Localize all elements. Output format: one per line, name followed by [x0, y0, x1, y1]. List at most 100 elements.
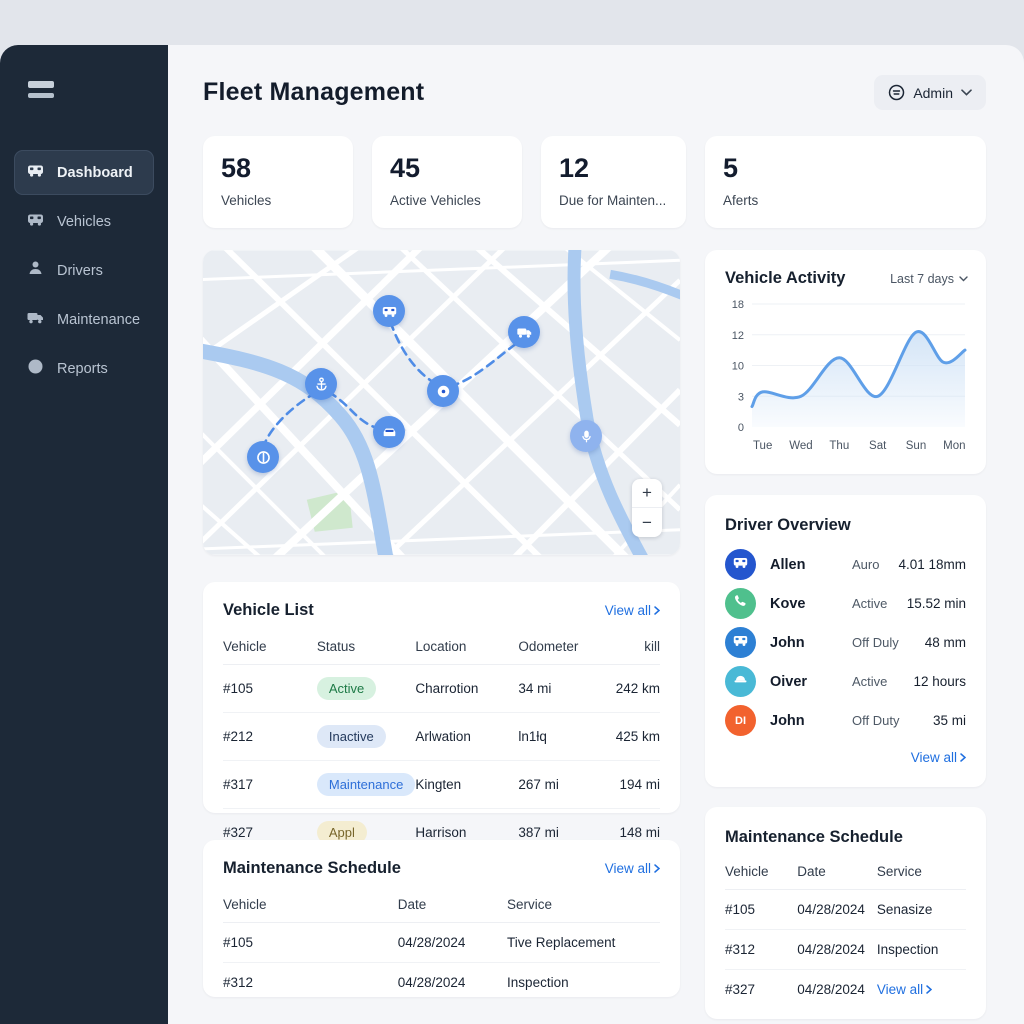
main-content: Fleet Management Admin 58 Vehicles 45 Activ… — [168, 45, 1024, 1024]
admin-menu-button[interactable]: Admin — [874, 75, 986, 110]
page-title: Fleet Management — [203, 78, 425, 106]
sidebar: Dashboard Vehicles Drivers Maintenance Repor… — [0, 45, 168, 1024]
vehicle-activity-panel: Vehicle Activity Last 7 days 0 3 10 12 18 Tue… — [705, 250, 986, 474]
column-header: Vehicle — [223, 633, 317, 665]
table-row[interactable]: #105 04/28/2024 Senasize — [725, 889, 966, 930]
table-row[interactable]: #317 Maintenance Kingten 267 mi 194 mi — [223, 760, 660, 809]
driver-row[interactable]: John Off Duly 48 mm — [725, 623, 966, 662]
kill-cell: 148 mi — [619, 825, 660, 840]
sidebar-item-dashboard[interactable]: Dashboard — [14, 150, 154, 195]
driver-status: Active — [852, 596, 888, 611]
chevron-right-icon — [654, 606, 660, 615]
maintenance-right-table: Vehicle Date Service #105 04/28/2024 Senasize… — [725, 858, 966, 1009]
svg-text:0: 0 — [738, 422, 744, 434]
driver-metric: 12 hours — [913, 674, 966, 689]
status-badge: Active — [316, 677, 377, 700]
user-avatar-icon — [888, 84, 905, 101]
column-header: kill — [596, 633, 660, 665]
sidebar-item-maintenance[interactable]: Maintenance — [14, 297, 154, 342]
kill-cell: 242 km — [596, 664, 660, 713]
table-row[interactable]: #327 04/28/2024 View all — [725, 970, 966, 1010]
map-marker-meter[interactable] — [247, 441, 279, 473]
van-icon — [26, 210, 45, 233]
sidebar-item-label: Reports — [57, 360, 108, 377]
sidebar-item-drivers[interactable]: Drivers — [14, 248, 154, 293]
driver-row[interactable]: Allen Auro 4.01 18mm — [725, 545, 966, 584]
map-marker-car[interactable] — [373, 416, 405, 448]
odometer-cell: 34 mi — [518, 664, 597, 713]
service-cell: Inspection — [876, 929, 966, 970]
table-row[interactable]: #105 Active Charrotion 34 mi 242 km — [223, 664, 660, 713]
map-zoom-control: + − — [632, 479, 662, 537]
zoom-in-button[interactable]: + — [632, 479, 662, 508]
driver-view-all-link[interactable]: View all — [911, 750, 966, 765]
table-row[interactable]: #105 04/28/2024 Tive Replacement — [223, 922, 660, 963]
stat-card-aferts: 5 Aferts — [705, 136, 986, 228]
maintenance-schedule-right-panel: Maintenance Schedule Vehicle Date Service #… — [705, 807, 986, 1019]
vehicle-list-view-all-link[interactable]: View all — [605, 603, 660, 618]
odometer-cell: 267 mi — [518, 760, 597, 809]
svg-text:Sun: Sun — [906, 440, 926, 452]
date-range-select[interactable]: Last 7 days — [890, 272, 968, 286]
fleet-logo-icon — [28, 81, 54, 98]
stat-card-vehicles: 58 Vehicles — [203, 136, 353, 228]
driver-metric: 15.52 min — [906, 596, 966, 611]
maintenance-title: Maintenance Schedule — [223, 859, 401, 877]
svg-text:Tue: Tue — [753, 440, 772, 452]
driver-row[interactable]: Oiver Active 12 hours — [725, 662, 966, 701]
status-cell: Maintenance — [316, 760, 416, 809]
svg-text:Sat: Sat — [869, 440, 887, 452]
stats-row: 58 Vehicles 45 Active Vehicles 12 Due for Mai… — [203, 136, 986, 228]
header: Fleet Management Admin — [203, 75, 986, 110]
status-cell: Inactive — [316, 712, 416, 761]
date-cell: 04/28/2024 — [797, 889, 877, 930]
zoom-out-button[interactable]: − — [632, 508, 662, 537]
bus-icon — [732, 554, 749, 576]
status-cell: Active — [316, 664, 416, 713]
driver-rows: Allen Auro 4.01 18mm Kove Active 15.52 min Joh… — [725, 545, 966, 740]
table-row[interactable]: #312 04/28/2024 Inspection — [223, 963, 660, 1003]
maintenance-view-all-link[interactable]: View all — [877, 982, 933, 997]
maintenance-view-all-link[interactable]: View all — [605, 861, 660, 876]
driver-overview-title: Driver Overview — [725, 516, 851, 534]
location-cell: Harrison — [415, 825, 467, 840]
fleet-map[interactable]: + − — [203, 250, 680, 555]
svg-text:Thu: Thu — [829, 440, 849, 452]
table-row[interactable]: #312 04/28/2024 Inspection — [725, 929, 966, 970]
service-cell: View all — [877, 970, 966, 1010]
driver-name: John — [770, 712, 805, 729]
map-marker-bus[interactable] — [373, 295, 405, 327]
map-marker-pin[interactable] — [570, 420, 602, 452]
service-cell: Inspection — [507, 975, 569, 990]
stat-label: Due for Mainten... — [559, 193, 667, 208]
driver-status: Active — [852, 674, 888, 689]
map-marker-anchor[interactable] — [305, 368, 337, 400]
driver-status: Off Duly — [852, 635, 899, 650]
maintenance-right-title: Maintenance Schedule — [725, 828, 903, 846]
table-row[interactable]: #327 Appl Harrison 387 mi 148 mi — [223, 809, 660, 857]
table-row[interactable]: #212 Inactive Arlwation ln1ƚq 425 km — [223, 712, 660, 761]
map-marker-truck[interactable] — [508, 316, 540, 348]
date-cell: 04/28/2024 — [397, 922, 508, 963]
service-cell: Senasize — [876, 889, 966, 930]
driver-avatar: DI — [725, 705, 756, 736]
driver-row[interactable]: DI John Off Duty 35 mi — [725, 701, 966, 740]
driver-row[interactable]: Kove Active 15.52 min — [725, 584, 966, 623]
vehicle-id-cell: #312 — [223, 975, 254, 990]
map-marker-wheel[interactable] — [427, 375, 459, 407]
phone-icon — [732, 593, 749, 615]
vehicle-id-cell: #105 — [725, 889, 798, 930]
column-header: Service — [876, 858, 966, 890]
location-cell: Charrotion — [415, 664, 519, 713]
column-header: Service — [507, 891, 660, 923]
location-cell: Kingten — [415, 760, 519, 809]
sidebar-nav: Dashboard Vehicles Drivers Maintenance Repor… — [14, 150, 154, 391]
date-cell: 04/28/2024 — [797, 982, 865, 997]
driver-name: Oiver — [770, 673, 808, 690]
date-cell: 04/28/2024 — [797, 929, 877, 970]
sidebar-item-vehicles[interactable]: Vehicles — [14, 199, 154, 244]
driver-avatar — [725, 588, 756, 619]
driver-overview-panel: Driver Overview Allen Auro 4.01 18mm Kove Ac… — [705, 495, 986, 787]
bus-icon — [732, 632, 749, 654]
sidebar-item-reports[interactable]: Reports — [14, 346, 154, 391]
